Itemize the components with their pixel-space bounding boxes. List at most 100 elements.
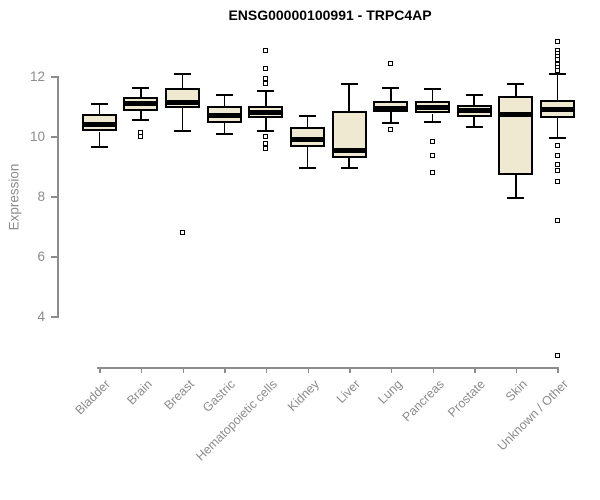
x-tick xyxy=(349,367,351,373)
outlier-point xyxy=(430,153,435,158)
x-tick xyxy=(265,367,268,373)
median-line xyxy=(81,121,117,127)
x-tick-label-hematopoietic-cells: Hematopoietic cells xyxy=(193,377,280,464)
x-tick-label-skin: Skin xyxy=(502,377,530,405)
x-tick-label-prostate: Prostate xyxy=(445,377,489,420)
y-tick xyxy=(51,196,57,198)
lower-whisker-cap xyxy=(132,118,150,121)
lower-whisker-line xyxy=(98,131,101,147)
median-line xyxy=(498,111,534,117)
x-tick xyxy=(99,367,101,373)
y-tick xyxy=(51,76,57,78)
upper-whisker-cap xyxy=(215,93,233,96)
x-tick-label-liver: Liver xyxy=(334,377,364,407)
upper-whisker-line xyxy=(140,88,142,97)
upper-whisker-cap xyxy=(465,93,483,96)
upper-whisker-cap xyxy=(424,87,441,90)
lower-whisker-cap xyxy=(299,166,317,169)
y-tick-label: 12 xyxy=(29,69,45,84)
x-axis-line xyxy=(97,367,560,369)
x-tick xyxy=(224,367,226,373)
outlier-point xyxy=(554,178,560,184)
x-tick-label-unknown-other: Unknown / Other xyxy=(495,377,572,454)
upper-whisker-line xyxy=(556,74,559,100)
outlier-point xyxy=(263,48,269,53)
outlier-point xyxy=(554,142,560,148)
lower-whisker-cap xyxy=(340,166,358,169)
x-tick-label-kidney: Kidney xyxy=(284,377,322,414)
y-tick xyxy=(51,316,57,318)
upper-whisker-line xyxy=(473,94,475,106)
upper-whisker-line xyxy=(348,83,350,111)
x-tick-label-bladder: Bladder xyxy=(72,377,114,418)
median-line xyxy=(539,107,575,113)
outlier-point xyxy=(263,133,269,139)
lower-whisker-line xyxy=(515,175,517,199)
x-tick xyxy=(140,367,143,373)
lower-whisker-line xyxy=(556,118,559,139)
y-tick xyxy=(51,136,57,138)
upper-whisker-cap xyxy=(507,83,525,86)
outlier-point xyxy=(554,67,560,73)
lower-whisker-cap xyxy=(174,129,192,132)
outlier-point xyxy=(554,168,560,173)
x-tick xyxy=(432,367,434,373)
upper-whisker-line xyxy=(306,115,309,127)
y-axis-line xyxy=(57,76,59,318)
y-tick-label: 4 xyxy=(37,309,45,324)
lower-whisker-cap xyxy=(424,120,441,123)
x-tick-label-breast: Breast xyxy=(161,377,197,413)
upper-whisker-cap xyxy=(257,90,275,93)
x-tick xyxy=(474,367,476,373)
x-tick-label-pancreas: Pancreas xyxy=(399,377,447,425)
upper-whisker-line xyxy=(98,103,101,115)
upper-whisker-cap xyxy=(132,87,150,89)
box-iqr xyxy=(498,95,534,175)
outlier-point xyxy=(554,153,560,158)
median-line xyxy=(123,100,159,106)
median-line xyxy=(206,112,242,118)
box-iqr xyxy=(165,88,201,109)
y-tick-label: 8 xyxy=(37,189,45,204)
chart-title: ENSG00000100991 - TRPC4AP xyxy=(228,7,432,23)
outlier-point xyxy=(263,75,269,81)
x-tick xyxy=(557,367,559,373)
lower-whisker-cap xyxy=(90,145,108,148)
outlier-point xyxy=(263,81,269,86)
median-line xyxy=(248,109,284,115)
outlier-point xyxy=(263,145,269,151)
upper-whisker-cap xyxy=(90,102,108,105)
lower-whisker-cap xyxy=(382,121,400,124)
lower-whisker-line xyxy=(473,116,475,127)
median-line xyxy=(165,99,201,105)
median-line xyxy=(373,105,409,111)
lower-whisker-cap xyxy=(257,130,275,133)
x-tick xyxy=(182,367,185,373)
x-tick xyxy=(307,367,310,373)
median-line xyxy=(456,108,492,113)
lower-whisker-line xyxy=(223,123,225,134)
outlier-point xyxy=(180,229,186,235)
median-line xyxy=(331,147,367,153)
outlier-point xyxy=(554,39,560,44)
outlier-point xyxy=(554,352,560,358)
x-tick-label-brain: Brain xyxy=(124,377,155,408)
upper-whisker-line xyxy=(223,94,225,106)
lower-whisker-cap xyxy=(507,197,525,200)
outlier-point xyxy=(554,162,560,167)
x-tick xyxy=(515,367,518,373)
lower-whisker-cap xyxy=(465,126,483,128)
outlier-point xyxy=(554,217,560,223)
outlier-point xyxy=(430,170,435,176)
outlier-point xyxy=(138,133,144,139)
upper-whisker-cap xyxy=(174,72,192,75)
lower-whisker-line xyxy=(265,118,267,132)
upper-whisker-cap xyxy=(548,73,566,76)
outlier-point xyxy=(263,66,269,71)
upper-whisker-cap xyxy=(382,87,400,89)
lower-whisker-line xyxy=(431,113,434,122)
upper-whisker-line xyxy=(431,88,434,101)
upper-whisker-line xyxy=(390,88,392,101)
lower-whisker-line xyxy=(390,112,392,123)
